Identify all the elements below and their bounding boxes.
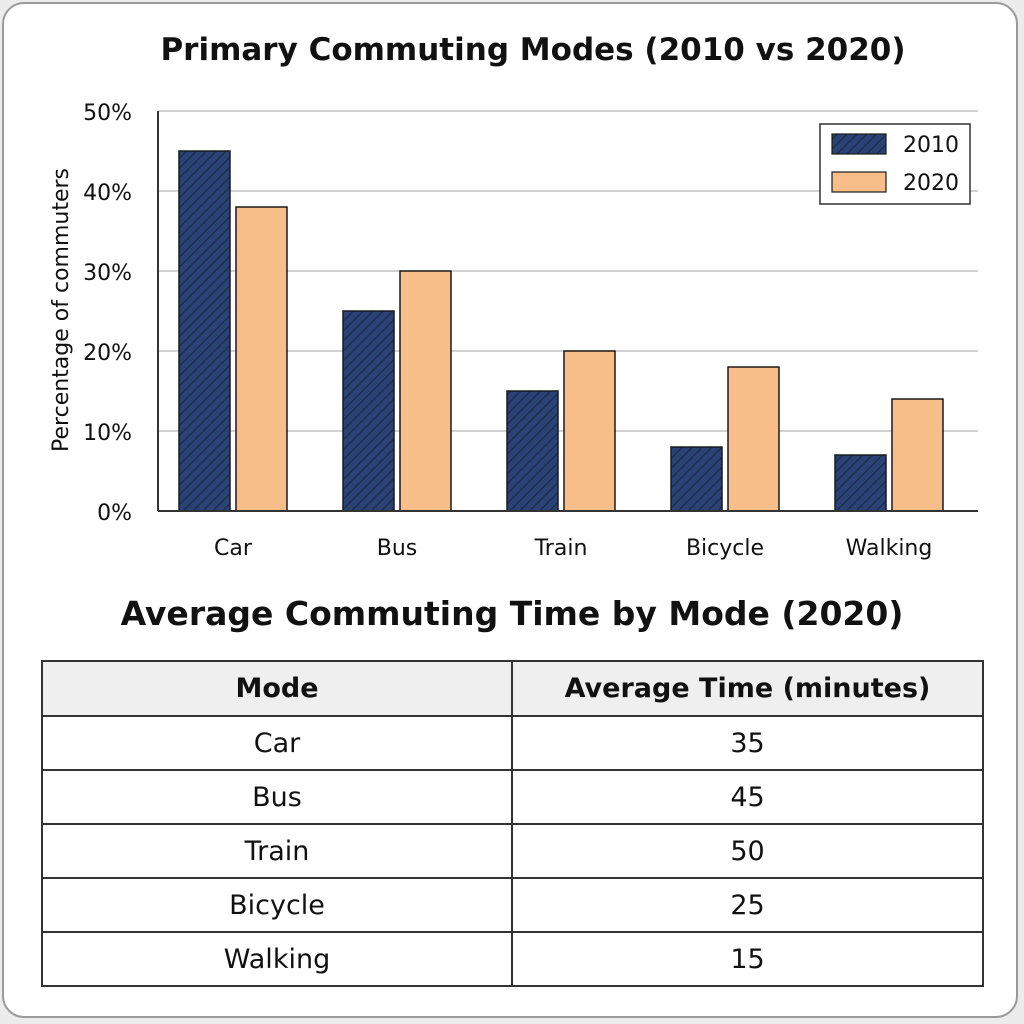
x-tick-label: Walking [846,536,933,561]
table-title: Average Commuting Time by Mode (2020) [120,594,904,633]
table-cell-mode: Bicycle [41,877,513,933]
commute-time-table: Mode Average Time (minutes) Car 35 Bus 4… [41,660,984,987]
table-row: Walking 15 [41,931,984,987]
x-tick-label: Bicycle [686,536,764,561]
x-tick-label: Car [214,536,253,561]
bar-2010-bicycle [670,446,723,512]
bar-2020-walking [891,398,944,512]
y-tick-label: 10% [83,421,132,446]
y-tick-label: 40% [83,181,132,206]
table-row: Train 50 [41,823,984,879]
bar-2010-bus [342,310,395,512]
x-tick-label: Bus [377,536,418,561]
table-cell-time: 15 [511,931,984,987]
x-tick-label: Train [534,536,588,561]
bar-2010-train [506,390,559,512]
table-cell-time: 35 [511,715,984,771]
y-tick-label: 30% [83,261,132,286]
column-header-average-time: Average Time (minutes) [511,660,984,717]
y-tick-label: 20% [83,341,132,366]
bar-chart: 0% 10% 20% 30% 40% 50% Percentage of commuters… [49,101,978,561]
table-header-row: Mode Average Time (minutes) [41,660,984,717]
bar-2010-walking [834,454,887,512]
legend-swatch-2020 [831,171,887,193]
table-row: Bus 45 [41,769,984,825]
table-cell-time: 25 [511,877,984,933]
bar-2020-train [563,350,616,512]
bar-2010-car [178,150,231,512]
bar-2020-bicycle [727,366,780,512]
chart-title: Primary Commuting Modes (2010 vs 2020) [160,32,906,68]
table-cell-time: 50 [511,823,984,879]
table-cell-mode: Train [41,823,513,879]
legend-swatch-2010 [831,133,887,155]
bar-2020-car [235,206,288,512]
table-cell-mode: Car [41,715,513,771]
column-header-mode: Mode [41,660,513,717]
legend-label-2020: 2020 [903,171,959,196]
y-tick-label: 50% [83,101,132,126]
table-cell-mode: Walking [41,931,513,987]
table-row: Bicycle 25 [41,877,984,933]
table-cell-mode: Bus [41,769,513,825]
table-row: Car 35 [41,715,984,771]
y-tick-label: 0% [97,501,132,526]
y-axis-label: Percentage of commuters [49,168,74,452]
bar-2020-bus [399,270,452,512]
table-cell-time: 45 [511,769,984,825]
legend-label-2010: 2010 [903,133,959,158]
